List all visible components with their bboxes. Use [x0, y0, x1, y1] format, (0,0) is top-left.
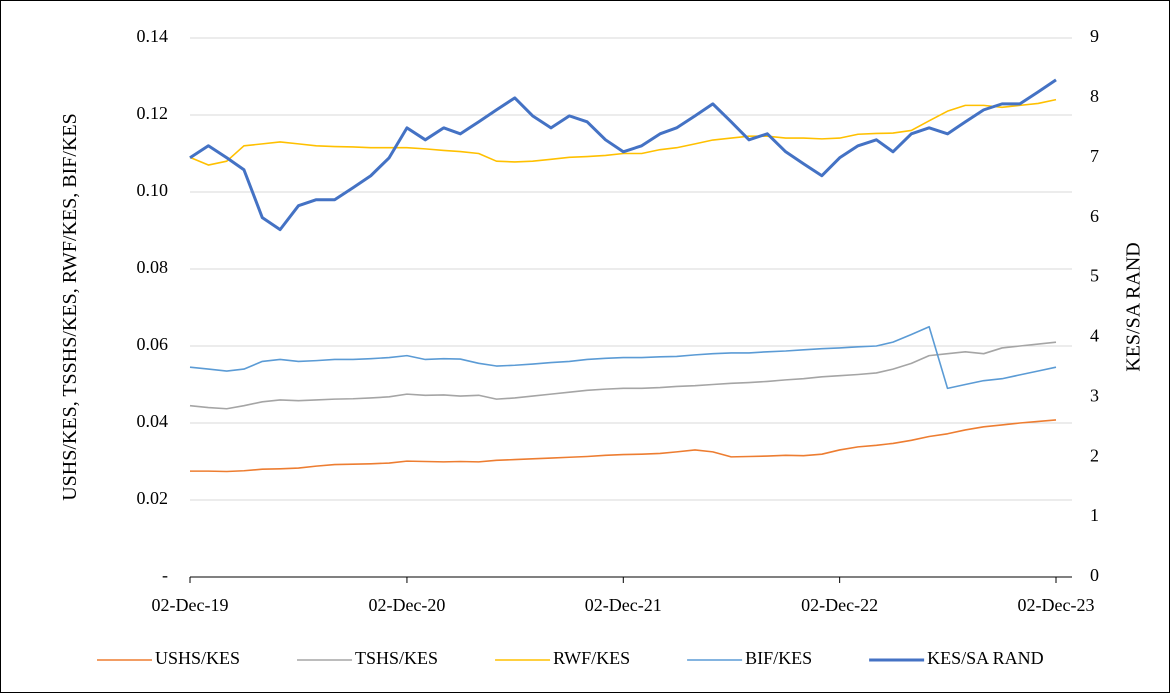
series-line: [189, 78, 1057, 232]
y-axis-title: USHS/KES, TSSHS/KES, RWF/KES, BIF/KES: [59, 113, 81, 501]
y2-axis-title: KES/SA RAND: [1123, 242, 1145, 371]
y-tick-label: -: [162, 565, 168, 585]
series-line: [189, 341, 1057, 410]
y2-tick-label: 4: [1090, 326, 1099, 346]
legend-label: RWF/KES: [553, 648, 630, 668]
x-tick-label: 02-Dec-20: [368, 595, 445, 615]
y-tick-label: 0.12: [137, 103, 169, 123]
legend-label: TSHS/KES: [355, 648, 438, 668]
y-tick-label: 0.14: [137, 26, 169, 46]
y-tick-label: 0.10: [137, 180, 169, 200]
y2-tick-label: 5: [1090, 266, 1099, 286]
series-line: [190, 419, 1057, 473]
y2-tick-label: 3: [1090, 385, 1099, 405]
x-tick-label: 02-Dec-22: [801, 595, 878, 615]
y2-tick-label: 1: [1090, 505, 1099, 525]
y2-tick-label: 8: [1090, 86, 1099, 106]
x-tick-label: 02-Dec-21: [585, 595, 662, 615]
legend-label: BIF/KES: [745, 648, 812, 668]
y-tick-label: 0.08: [137, 257, 169, 277]
x-tick-label: 02-Dec-19: [152, 595, 229, 615]
legend-label: USHS/KES: [155, 648, 240, 668]
y2-tick-label: 6: [1090, 206, 1099, 226]
legend-label: KES/SA RAND: [927, 648, 1044, 668]
y-tick-label: 0.06: [137, 334, 169, 354]
y2-tick-label: 9: [1090, 26, 1099, 46]
y-tick-label: 0.02: [137, 488, 169, 508]
y-tick-label: 0.04: [137, 411, 169, 431]
series-line: [189, 98, 1057, 166]
y2-tick-label: 7: [1090, 146, 1099, 166]
series-line: [189, 325, 1057, 390]
y2-tick-label: 2: [1090, 445, 1099, 465]
y2-tick-label: 0: [1090, 565, 1099, 585]
x-tick-label: 02-Dec-23: [1018, 595, 1095, 615]
